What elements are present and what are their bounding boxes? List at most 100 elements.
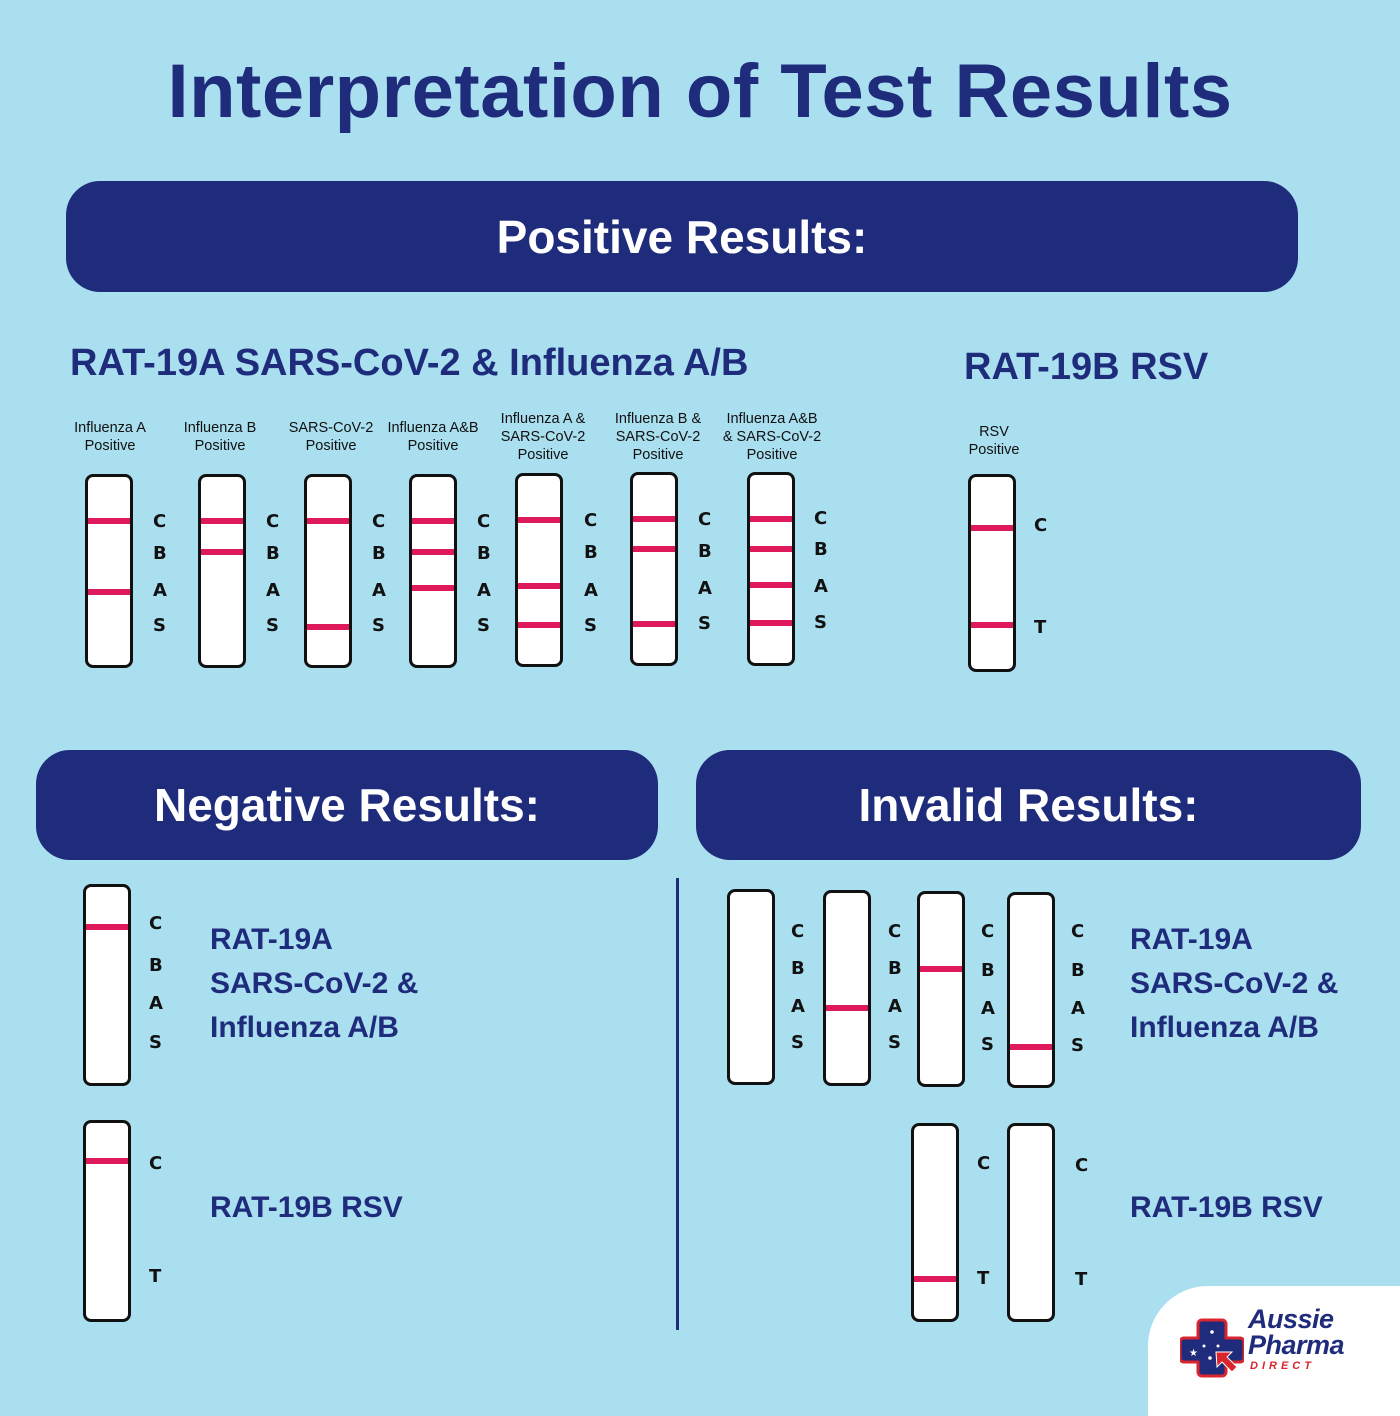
negative-rat19a-line-2: SARS-CoV-2 & bbox=[210, 967, 419, 1000]
test-line-c bbox=[633, 516, 675, 522]
test-line-s bbox=[307, 624, 349, 630]
test-strip-rsv bbox=[968, 474, 1016, 672]
logo-line-2: Pharma bbox=[1248, 1330, 1345, 1360]
strip-label-flu-ab-sars: Influenza A&B & SARS-CoV-2 Positive bbox=[722, 411, 822, 463]
marker-s: S bbox=[477, 615, 490, 636]
marker-c: C bbox=[977, 1153, 991, 1174]
invalid-strip-s-only bbox=[1007, 892, 1055, 1088]
test-line-c bbox=[518, 517, 560, 523]
negative-rat19a-line-3: Influenza A/B bbox=[210, 1011, 399, 1044]
invalid-rat19b-label: RAT-19B RSV bbox=[1130, 1191, 1323, 1224]
marker-c: C bbox=[1075, 1155, 1089, 1176]
svg-text:★: ★ bbox=[1189, 1348, 1198, 1359]
invalid-rat19a-label: RAT-19A SARS-CoV-2 & Influenza A/B bbox=[1130, 918, 1338, 1050]
marker-a: A bbox=[1071, 998, 1085, 1019]
test-line-b bbox=[750, 546, 792, 552]
invalid-results-banner: Invalid Results: bbox=[696, 750, 1361, 860]
marker-s: S bbox=[149, 1032, 162, 1053]
marker-a: A bbox=[153, 580, 167, 601]
test-line-s bbox=[633, 621, 675, 627]
test-line-c bbox=[201, 518, 243, 524]
test-line-s bbox=[1010, 1044, 1052, 1050]
strip-label-sars: SARS-CoV-2 Positive bbox=[288, 420, 374, 454]
test-line-c bbox=[88, 518, 130, 524]
marker-a: A bbox=[814, 576, 828, 597]
test-strip-flu-a bbox=[85, 474, 133, 668]
marker-b: B bbox=[981, 960, 995, 981]
test-line-s bbox=[750, 620, 792, 626]
negative-results-label: Negative Results: bbox=[153, 779, 540, 831]
test-strip-flu-a-sars bbox=[515, 473, 563, 667]
strip-label-flu-ab: Influenza A&B Positive bbox=[387, 420, 479, 454]
invalid-strip-b-only bbox=[917, 891, 965, 1087]
marker-s: S bbox=[266, 615, 279, 636]
marker-a: A bbox=[981, 998, 995, 1019]
marker-b: B bbox=[477, 543, 491, 564]
marker-s: S bbox=[791, 1032, 804, 1053]
test-line-a bbox=[826, 1005, 868, 1011]
marker-a: A bbox=[149, 993, 163, 1014]
invalid-strip-a-only bbox=[823, 890, 871, 1086]
test-line-s bbox=[518, 622, 560, 628]
test-line-b bbox=[633, 546, 675, 552]
marker-s: S bbox=[698, 613, 711, 634]
marker-s: S bbox=[584, 615, 597, 636]
logo-line-1: Aussie bbox=[1248, 1304, 1334, 1334]
marker-b: B bbox=[814, 539, 828, 560]
marker-s: S bbox=[981, 1034, 994, 1055]
page-title: Interpretation of Test Results bbox=[167, 49, 1233, 134]
negative-rat19a-line-1: RAT-19A bbox=[210, 923, 333, 956]
marker-a: A bbox=[266, 580, 280, 601]
invalid-results-label: Invalid Results: bbox=[858, 779, 1199, 831]
marker-a: A bbox=[477, 580, 491, 601]
marker-c: C bbox=[1034, 515, 1048, 536]
marker-a: A bbox=[791, 996, 805, 1017]
marker-b: B bbox=[888, 958, 902, 979]
marker-a: A bbox=[584, 580, 598, 601]
test-line-c bbox=[86, 924, 128, 930]
cross-arrow-logo-icon: ★ bbox=[1180, 1318, 1244, 1378]
marker-c: C bbox=[584, 510, 598, 531]
test-strip-flu-b-sars bbox=[630, 472, 678, 666]
invalid-rat19a-line-2: SARS-CoV-2 & bbox=[1130, 967, 1339, 1000]
rat19b-heading: RAT-19B RSV bbox=[964, 346, 1209, 388]
section-divider bbox=[676, 878, 679, 1330]
invalid-rat19a-line-1: RAT-19A bbox=[1130, 923, 1253, 956]
marker-c: C bbox=[372, 511, 386, 532]
test-line-a bbox=[750, 582, 792, 588]
marker-b: B bbox=[698, 541, 712, 562]
invalid-strip-rsv-no-lines bbox=[1007, 1123, 1055, 1322]
marker-c: C bbox=[149, 913, 163, 934]
marker-c: C bbox=[266, 511, 280, 532]
test-line-c bbox=[412, 518, 454, 524]
test-strip-flu-ab-sars bbox=[747, 472, 795, 666]
marker-b: B bbox=[372, 543, 386, 564]
logo-wordmark: Aussie Pharma bbox=[1248, 1304, 1345, 1360]
rat19a-heading: RAT-19A SARS-CoV-2 & Influenza A/B bbox=[70, 342, 749, 384]
test-line-b bbox=[920, 966, 962, 972]
marker-b: B bbox=[153, 543, 167, 564]
marker-b: B bbox=[791, 958, 805, 979]
marker-c: C bbox=[814, 508, 828, 529]
marker-t: T bbox=[977, 1268, 990, 1289]
marker-s: S bbox=[153, 615, 166, 636]
test-strip-flu-b bbox=[198, 474, 246, 668]
marker-t: T bbox=[149, 1266, 162, 1287]
test-line-b bbox=[412, 549, 454, 555]
test-line-c bbox=[307, 518, 349, 524]
marker-b: B bbox=[149, 955, 163, 976]
negative-strip-rat19b bbox=[83, 1120, 131, 1322]
strip-label-flu-b-sars: Influenza B & SARS-CoV-2 Positive bbox=[614, 411, 702, 463]
test-strip-flu-ab bbox=[409, 474, 457, 668]
marker-b: B bbox=[584, 542, 598, 563]
test-line-c bbox=[750, 516, 792, 522]
invalid-rat19a-line-3: Influenza A/B bbox=[1130, 1011, 1319, 1044]
marker-b: B bbox=[266, 543, 280, 564]
test-line-t bbox=[971, 622, 1013, 628]
strip-label-flu-a: Influenza A Positive bbox=[74, 420, 146, 454]
marker-a: A bbox=[698, 578, 712, 599]
invalid-strip-rsv-t-only bbox=[911, 1123, 959, 1322]
negative-rat19a-label: RAT-19A SARS-CoV-2 & Influenza A/B bbox=[210, 918, 418, 1050]
marker-c: C bbox=[153, 511, 167, 532]
invalid-strip-no-lines bbox=[727, 889, 775, 1085]
